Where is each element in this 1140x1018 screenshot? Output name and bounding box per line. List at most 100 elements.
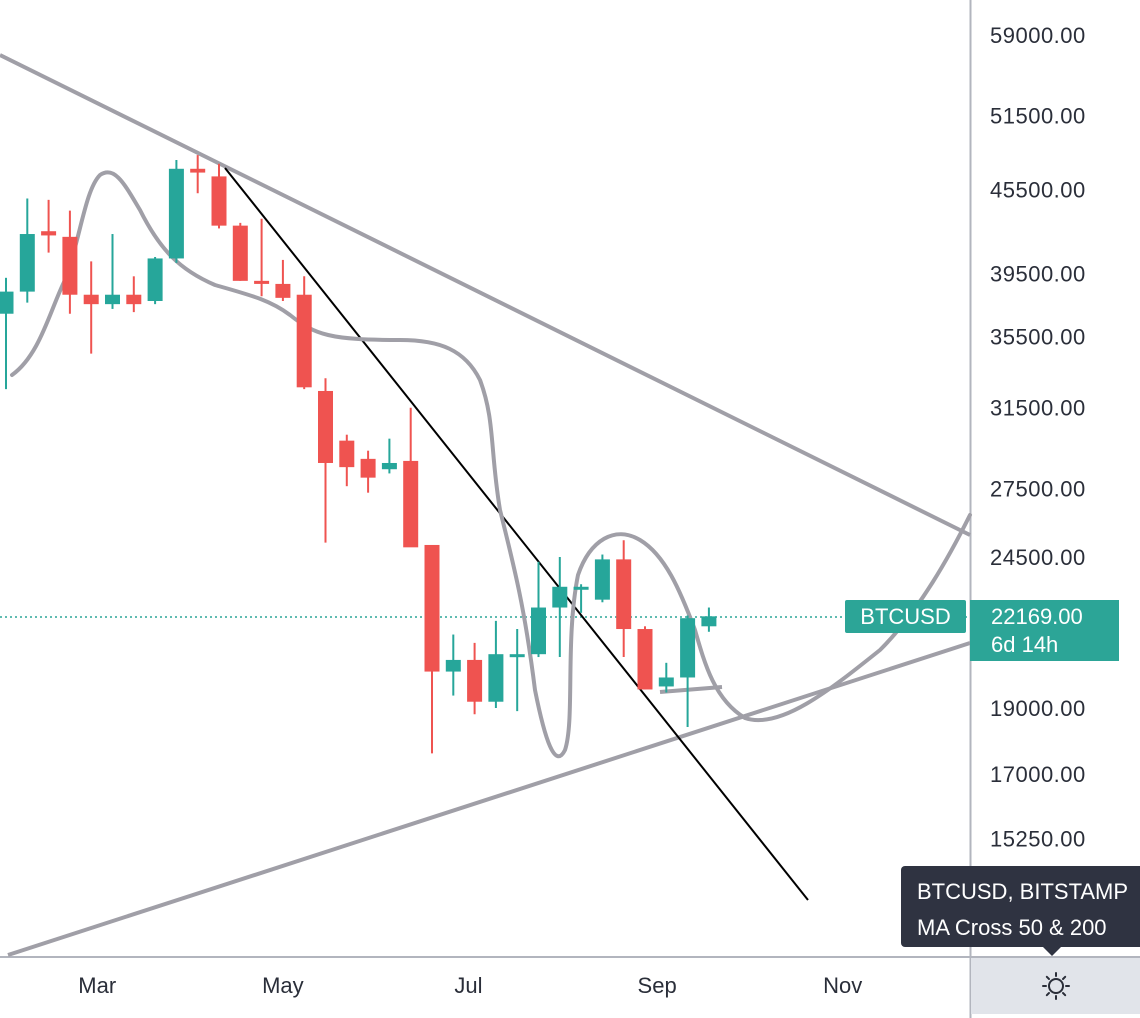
- candle-body: [41, 231, 57, 236]
- gear-icon: [1041, 972, 1070, 1000]
- last-price-badge: 22169.00 6d 14h: [970, 600, 1119, 661]
- candle: [339, 434, 355, 487]
- time-axis[interactable]: Mar May Jul Sep Nov: [78, 973, 862, 998]
- tooltip-symbol-line: BTCUSD, BITSTAMP: [917, 879, 1129, 904]
- candle: [573, 584, 589, 613]
- last-price-value: 22169.00: [991, 604, 1083, 629]
- candle-body: [658, 677, 674, 687]
- candle: [190, 155, 206, 194]
- candle: [19, 198, 35, 303]
- candle: [105, 234, 120, 309]
- candle: [509, 629, 525, 712]
- chart-info-tooltip: BTCUSD, BITSTAMP MA Cross 50 & 200: [901, 866, 1140, 947]
- candle-body: [616, 559, 632, 630]
- candle: [403, 407, 419, 548]
- price-axis-label: 15250.00: [990, 827, 1086, 852]
- candle: [168, 160, 184, 263]
- candle-body: [275, 283, 291, 298]
- descending-resistance-line[interactable]: [0, 53, 971, 537]
- freehand-outline-drawing[interactable]: [10, 170, 972, 759]
- candle-body: [445, 659, 461, 672]
- price-axis[interactable]: 59000.00 51500.00 45500.00 39500.00 35500.00…: [990, 23, 1086, 852]
- time-axis-label: May: [262, 973, 304, 998]
- candle-body: [403, 460, 419, 548]
- candle-body: [509, 654, 525, 658]
- candle: [531, 561, 546, 658]
- candle: [0, 277, 14, 390]
- candle-body: [637, 629, 653, 690]
- price-axis-label: 24500.00: [990, 545, 1086, 570]
- descending-trendline[interactable]: [224, 167, 809, 901]
- candle-body: [19, 234, 35, 292]
- price-axis-label: 59000.00: [990, 23, 1086, 48]
- candle-body: [211, 176, 227, 226]
- candle-body: [147, 258, 163, 301]
- candle: [126, 276, 142, 313]
- candle: [296, 276, 312, 390]
- time-axis-label: Jul: [454, 973, 482, 998]
- candle: [616, 540, 632, 658]
- candle-body: [594, 559, 610, 600]
- candle: [381, 438, 397, 474]
- candle-body: [296, 294, 312, 388]
- tooltip-indicator-line: MA Cross 50 & 200: [917, 915, 1107, 940]
- candle-body: [381, 462, 397, 470]
- candle-body: [701, 616, 717, 627]
- chart-settings-button[interactable]: [971, 958, 1140, 1014]
- candle: [360, 450, 376, 493]
- price-axis-label: 45500.00: [990, 177, 1086, 202]
- price-axis-label: 27500.00: [990, 476, 1086, 501]
- candle: [62, 210, 78, 314]
- candle-body: [360, 458, 376, 478]
- candle: [637, 626, 653, 690]
- time-axis-label: Mar: [78, 973, 116, 998]
- price-axis-label: 51500.00: [990, 104, 1086, 129]
- candle-body: [190, 168, 206, 173]
- candle: [552, 556, 568, 658]
- support-level-line[interactable]: [659, 685, 723, 694]
- bar-countdown: 6d 14h: [991, 632, 1059, 657]
- candles-series: [0, 155, 717, 754]
- candle-body: [62, 236, 78, 295]
- price-axis-label: 31500.00: [990, 396, 1086, 421]
- candle-body: [339, 440, 355, 468]
- candle: [254, 218, 270, 297]
- candle-body: [232, 225, 248, 281]
- candle-body: [318, 390, 333, 463]
- candle: [318, 378, 333, 543]
- candle: [83, 261, 99, 354]
- candle-body: [168, 168, 184, 259]
- candle: [594, 554, 610, 603]
- price-axis-label: 39500.00: [990, 261, 1086, 286]
- candle: [275, 259, 291, 301]
- candle-body: [126, 294, 142, 305]
- candle-body: [254, 280, 270, 284]
- candle-body: [531, 607, 546, 655]
- candle-body: [488, 654, 504, 702]
- candle-body: [573, 586, 589, 590]
- candle-body: [105, 294, 120, 305]
- candle: [680, 615, 696, 728]
- candle: [41, 199, 57, 253]
- tooltip-arrow: [1042, 946, 1062, 956]
- time-axis-label: Sep: [638, 973, 677, 998]
- candle-body: [424, 544, 440, 672]
- time-axis-label: Nov: [823, 973, 862, 998]
- candle: [211, 163, 227, 229]
- candle-body: [0, 291, 14, 314]
- symbol-label-badge: BTCUSD: [845, 600, 966, 633]
- candle: [445, 634, 461, 696]
- drawings-layer[interactable]: [0, 53, 972, 957]
- candle: [147, 256, 163, 305]
- candle: [232, 222, 248, 281]
- candle: [488, 620, 504, 708]
- candle-body: [467, 659, 483, 702]
- price-axis-label: 19000.00: [990, 696, 1086, 721]
- candle: [467, 642, 483, 715]
- ascending-support-line[interactable]: [7, 641, 971, 957]
- candle-body: [83, 294, 99, 305]
- candle-body: [552, 586, 568, 608]
- price-axis-label: 17000.00: [990, 762, 1086, 787]
- price-axis-label: 35500.00: [990, 325, 1086, 350]
